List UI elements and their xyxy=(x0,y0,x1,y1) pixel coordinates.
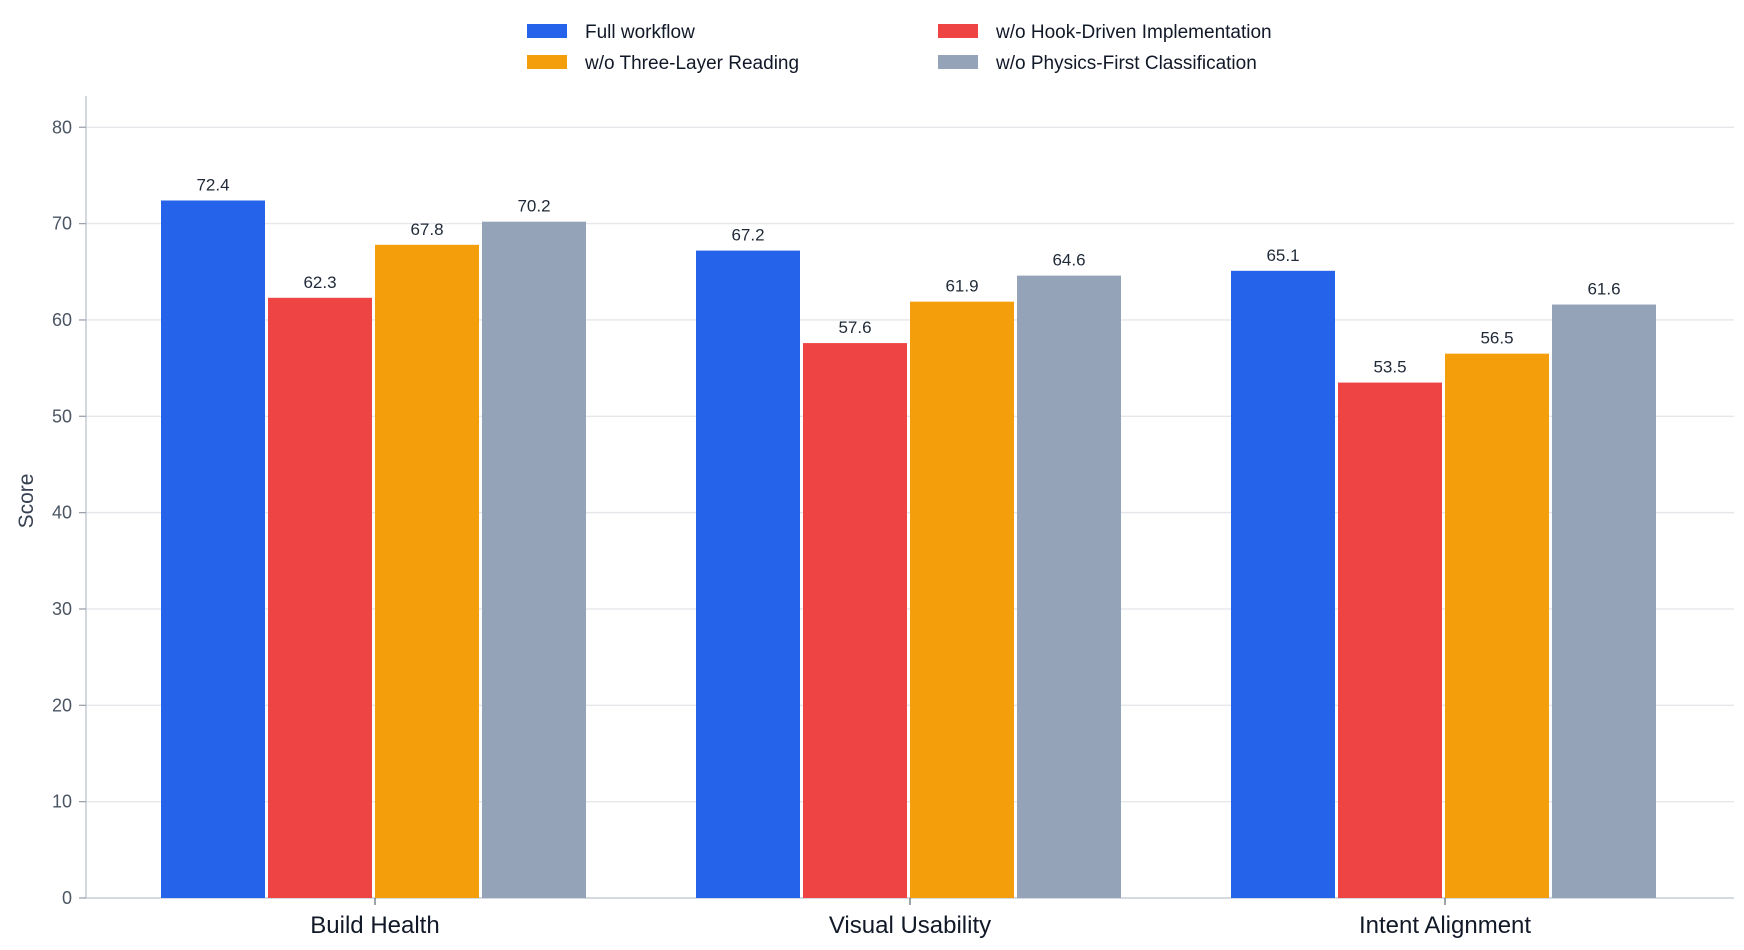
data-label-visual-usability-w-o-hook-driven-implementation: 57.6 xyxy=(838,318,871,337)
data-label-build-health-w-o-three-layer-reading: 67.8 xyxy=(410,220,443,239)
x-tick-label-intent-alignment: Intent Alignment xyxy=(1359,912,1531,939)
y-tick-label-50: 50 xyxy=(52,406,72,426)
y-tick-label-60: 60 xyxy=(52,310,72,330)
legend-swatch-w-o-hook-driven-implementation xyxy=(938,24,978,38)
data-label-visual-usability-w-o-three-layer-reading: 61.9 xyxy=(945,277,978,296)
legend: Full workflow w/o Hook-Driven Implementat… xyxy=(527,22,1272,74)
y-axis-label: Score xyxy=(15,474,38,529)
data-label-build-health-w-o-physics-first-classification: 70.2 xyxy=(517,197,550,216)
bar-build-health-full-workflow xyxy=(161,200,265,899)
bar-visual-usability-full-workflow xyxy=(696,250,800,898)
legend-label-w-o-physics-first-classification: w/o Physics-First Classification xyxy=(995,53,1257,74)
data-label-intent-alignment-full-workflow: 65.1 xyxy=(1266,246,1299,265)
bar-build-health-w-o-three-layer-reading xyxy=(375,244,479,898)
bar-build-health-w-o-hook-driven-implementation xyxy=(268,297,372,898)
legend-swatch-full-workflow xyxy=(527,24,567,38)
legend-label-full-workflow: Full workflow xyxy=(585,22,695,43)
bar-intent-alignment-full-workflow xyxy=(1231,270,1335,898)
data-label-visual-usability-w-o-physics-first-classification: 64.6 xyxy=(1052,251,1085,270)
data-label-intent-alignment-w-o-physics-first-classification: 61.6 xyxy=(1587,280,1620,299)
legend-label-w-o-three-layer-reading: w/o Three-Layer Reading xyxy=(584,53,799,74)
legend-swatch-w-o-three-layer-reading xyxy=(527,55,567,69)
bar-intent-alignment-w-o-physics-first-classification xyxy=(1552,304,1656,898)
x-tick-label-visual-usability: Visual Usability xyxy=(829,912,991,939)
bar-intent-alignment-w-o-three-layer-reading xyxy=(1445,353,1549,898)
y-tick-label-20: 20 xyxy=(52,695,72,715)
data-label-build-health-full-workflow: 72.4 xyxy=(196,175,229,194)
data-label-intent-alignment-w-o-three-layer-reading: 56.5 xyxy=(1480,329,1513,348)
bar-visual-usability-w-o-physics-first-classification xyxy=(1017,275,1121,898)
bar-build-health-w-o-physics-first-classification xyxy=(482,221,586,898)
data-labels: 72.4 62.3 67.8 70.2 67.2 57.6 61.9 64.6 65.1 53.5… xyxy=(196,175,1620,376)
bar-visual-usability-w-o-three-layer-reading xyxy=(910,301,1014,898)
y-tick-label-70: 70 xyxy=(52,214,72,234)
data-label-visual-usability-full-workflow: 67.2 xyxy=(731,226,764,245)
bar-visual-usability-w-o-hook-driven-implementation xyxy=(803,343,907,898)
bar-intent-alignment-w-o-hook-driven-implementation xyxy=(1338,382,1442,898)
x-tick-label-build-health: Build Health xyxy=(310,912,439,939)
y-tick-label-30: 30 xyxy=(52,599,72,619)
y-tick-label-80: 80 xyxy=(52,117,72,137)
legend-swatch-w-o-physics-first-classification xyxy=(938,55,978,69)
y-tick-label-0: 0 xyxy=(62,888,72,908)
bars xyxy=(161,200,1656,899)
data-label-build-health-w-o-hook-driven-implementation: 62.3 xyxy=(303,273,336,292)
data-label-intent-alignment-w-o-hook-driven-implementation: 53.5 xyxy=(1373,358,1406,377)
y-tick-label-40: 40 xyxy=(52,503,72,523)
y-tick-label-10: 10 xyxy=(52,792,72,812)
legend-label-w-o-hook-driven-implementation: w/o Hook-Driven Implementation xyxy=(995,22,1272,43)
